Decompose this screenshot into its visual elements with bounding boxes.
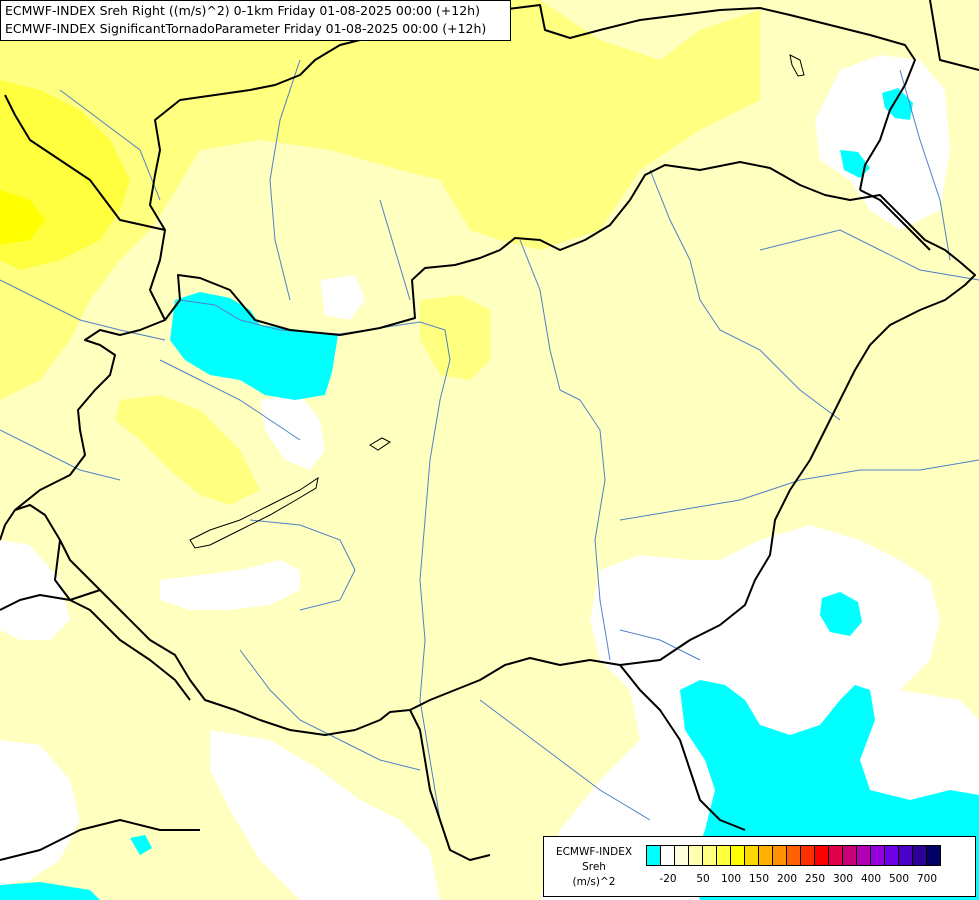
legend-swatch xyxy=(926,845,941,866)
lake xyxy=(189,476,319,549)
header-line-stp: ECMWF-INDEX SignificantTornadoParameter … xyxy=(5,21,487,36)
legend-tick-label: 500 xyxy=(888,873,910,885)
sreh-field-100-150 xyxy=(0,190,45,245)
legend-tick-label: 50 xyxy=(696,873,710,885)
border-sw xyxy=(0,509,16,541)
legend-swatch xyxy=(688,845,703,866)
sreh-field-negative xyxy=(0,882,100,900)
sreh-field-negative xyxy=(130,835,152,855)
border-sw-croatia xyxy=(0,819,200,861)
legend-label: ECMWF-INDEX Sreh (m/s)^2 xyxy=(546,845,642,890)
sreh-field-0-50 xyxy=(0,740,80,885)
sreh-field-50-100 xyxy=(115,395,260,505)
legend-swatch xyxy=(828,845,843,866)
legend-tick-label: 150 xyxy=(748,873,770,885)
legend-swatch xyxy=(716,845,731,866)
legend-tick-label: 250 xyxy=(804,873,826,885)
border-east xyxy=(859,189,931,251)
legend-swatch xyxy=(758,845,773,866)
legend-swatch xyxy=(870,845,885,866)
sreh-field-0-50 xyxy=(260,395,325,470)
sreh-field-0-50 xyxy=(320,275,365,320)
legend-swatch xyxy=(842,845,857,866)
legend-param: Sreh xyxy=(582,861,606,873)
legend-title: ECMWF-INDEX xyxy=(555,846,633,858)
header-line-sreh: ECMWF-INDEX Sreh Right ((m/s)^2) 0-1km F… xyxy=(5,3,480,18)
legend-swatch xyxy=(814,845,829,866)
legend-tick-label: -20 xyxy=(659,873,677,885)
lake xyxy=(369,437,391,451)
legend-swatch xyxy=(772,845,787,866)
sreh-field-50-100 xyxy=(420,295,490,380)
legend-swatch xyxy=(786,845,801,866)
color-legend: ECMWF-INDEX Sreh (m/s)^2 -20 50 100 150 200 2… xyxy=(543,836,976,897)
legend-swatch xyxy=(856,845,871,866)
legend-swatches xyxy=(646,845,941,866)
rivers xyxy=(0,59,979,821)
legend-tick-label: 200 xyxy=(776,873,798,885)
legend-swatch xyxy=(744,845,759,866)
legend-tick-label: 100 xyxy=(720,873,742,885)
legend-swatch xyxy=(898,845,913,866)
legend-swatch xyxy=(912,845,927,866)
legend-unit: (m/s)^2 xyxy=(572,876,616,888)
sreh-field-0-50 xyxy=(815,55,950,230)
sreh-field-0-50 xyxy=(0,540,70,640)
sreh-field-0-50 xyxy=(210,730,440,900)
sreh-field-50-100 xyxy=(400,60,620,200)
sreh-field-negative xyxy=(170,292,338,400)
border-south-2 xyxy=(409,709,491,861)
legend-tick-label: 400 xyxy=(860,873,882,885)
border-south xyxy=(54,539,191,701)
border-west xyxy=(4,94,166,231)
legend-swatch xyxy=(660,845,675,866)
lake xyxy=(789,54,805,77)
legend-swatch xyxy=(800,845,815,866)
legend-swatch xyxy=(702,845,717,866)
sreh-field-negative xyxy=(820,592,862,636)
legend-swatch xyxy=(730,845,745,866)
legend-tick-label: 700 xyxy=(916,873,938,885)
legend-ticks: -20 50 100 150 200 250 300 400 500 700 xyxy=(646,873,976,889)
border-bih xyxy=(0,589,101,611)
legend-swatch xyxy=(646,845,661,866)
country-borders xyxy=(0,0,979,861)
legend-swatch xyxy=(884,845,899,866)
sreh-field-negative xyxy=(840,150,870,178)
legend-swatch xyxy=(674,845,689,866)
border-serbia xyxy=(619,664,746,831)
sreh-field-0-50 xyxy=(160,560,300,610)
border-hungary xyxy=(14,161,976,736)
legend-tick-label: 300 xyxy=(832,873,854,885)
border-romania-east xyxy=(929,0,979,71)
map-header: ECMWF-INDEX Sreh Right ((m/s)^2) 0-1km F… xyxy=(0,0,511,41)
